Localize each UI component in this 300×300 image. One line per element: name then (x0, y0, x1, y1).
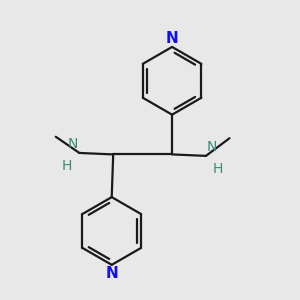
Text: H: H (61, 159, 72, 173)
Text: N: N (207, 140, 217, 154)
Text: N: N (68, 137, 78, 152)
Text: N: N (166, 31, 178, 46)
Text: H: H (212, 162, 223, 176)
Text: N: N (105, 266, 118, 281)
